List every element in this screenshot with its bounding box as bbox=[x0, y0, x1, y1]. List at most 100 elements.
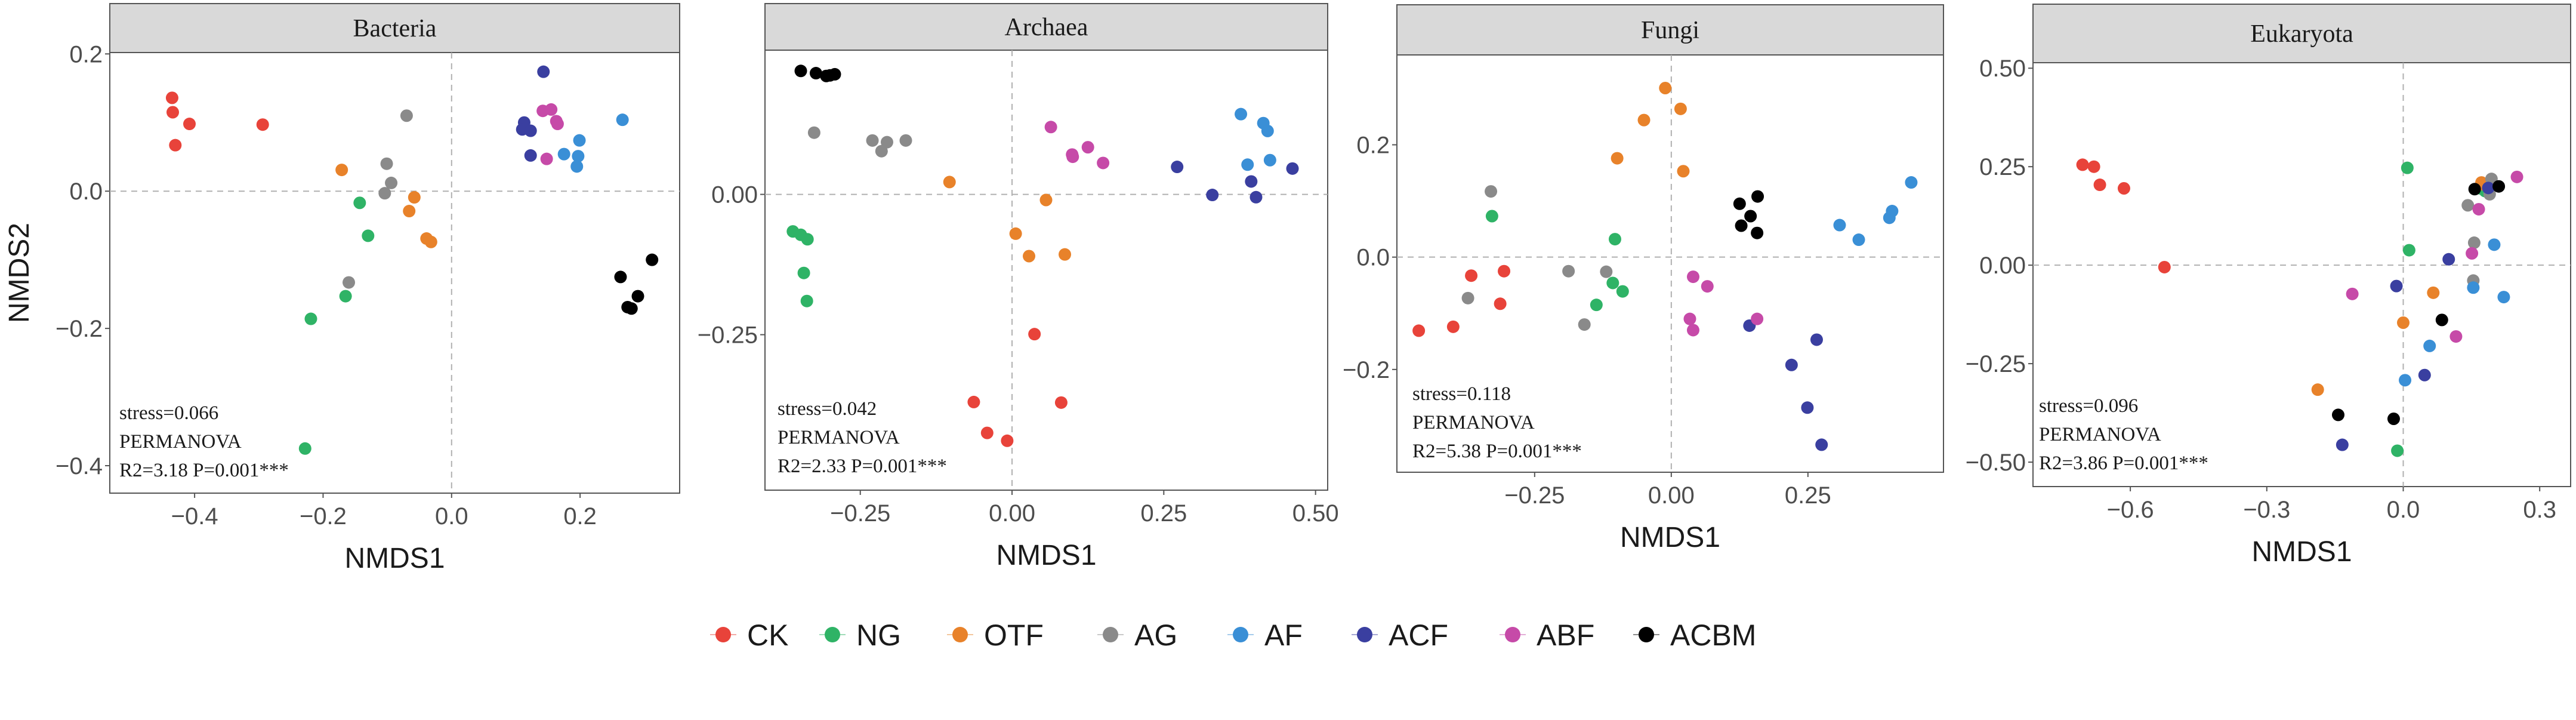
legend-key-dot bbox=[715, 627, 731, 642]
y-tick-label: −0.25 bbox=[1966, 351, 2026, 377]
x-tick-label: −0.2 bbox=[300, 503, 347, 530]
data-point-abf bbox=[1097, 156, 1110, 170]
data-point-abf bbox=[1066, 150, 1079, 164]
data-point-abf bbox=[1081, 141, 1094, 154]
y-tick-label: −0.25 bbox=[698, 322, 758, 349]
series-ck bbox=[2076, 158, 2171, 273]
data-point-otf bbox=[1009, 227, 1022, 240]
data-point-ck bbox=[1465, 269, 1478, 282]
data-point-ng bbox=[339, 290, 352, 303]
legend-label: ABF bbox=[1537, 619, 1594, 652]
data-point-acbm bbox=[646, 253, 659, 266]
data-point-otf bbox=[1637, 113, 1651, 127]
x-tick-label: 0.0 bbox=[435, 503, 468, 530]
series-acbm bbox=[2331, 180, 2506, 426]
data-point-acbm bbox=[1735, 219, 1748, 232]
data-point-otf bbox=[403, 205, 416, 218]
data-point-acbm bbox=[2468, 183, 2481, 196]
facet-strip bbox=[1396, 4, 1944, 56]
series-ck bbox=[967, 328, 1068, 447]
data-point-ag bbox=[1600, 265, 1613, 278]
data-point-ck bbox=[2093, 179, 2106, 192]
data-point-abf bbox=[1683, 312, 1696, 325]
data-point-acf bbox=[1171, 161, 1184, 174]
plot-area bbox=[1396, 54, 1944, 473]
data-point-acf bbox=[1815, 438, 1828, 451]
series-af bbox=[1833, 176, 1918, 247]
series-acbm bbox=[794, 64, 841, 82]
permanova-annotation: stress=0.118 bbox=[1412, 383, 1511, 405]
data-point-abf bbox=[540, 152, 553, 165]
series-abf bbox=[536, 103, 564, 165]
legend-label: ACBM bbox=[1670, 619, 1756, 652]
data-point-abf bbox=[2466, 247, 2479, 260]
data-point-acbm bbox=[614, 270, 627, 284]
series-ag bbox=[1461, 185, 1613, 331]
data-point-acf bbox=[524, 124, 537, 137]
legend-item-otf: OTF bbox=[947, 619, 1044, 652]
data-point-ck bbox=[2158, 260, 2171, 273]
data-point-acf bbox=[1785, 358, 1798, 371]
legend-label: OTF bbox=[984, 619, 1044, 652]
data-point-ck bbox=[980, 426, 994, 439]
data-point-ng bbox=[2391, 444, 2404, 457]
series-acbm bbox=[614, 253, 659, 315]
data-point-ck bbox=[2087, 160, 2100, 173]
data-point-acbm bbox=[631, 290, 644, 303]
data-point-ck bbox=[169, 139, 182, 152]
data-point-af bbox=[1235, 107, 1248, 121]
data-point-otf bbox=[335, 164, 348, 177]
data-point-af bbox=[2488, 238, 2501, 251]
data-point-abf bbox=[545, 103, 558, 116]
series-abf bbox=[2346, 170, 2523, 343]
data-point-ng bbox=[362, 229, 375, 242]
data-point-abf bbox=[2510, 170, 2523, 183]
data-point-ck bbox=[1054, 396, 1068, 409]
data-point-otf bbox=[1677, 165, 1690, 178]
data-point-af bbox=[572, 150, 585, 163]
data-point-otf bbox=[1039, 193, 1053, 207]
permanova-annotation: stress=0.066 bbox=[119, 402, 218, 424]
data-point-ag bbox=[380, 157, 393, 170]
series-ng bbox=[298, 196, 375, 455]
plot-area bbox=[2032, 62, 2571, 487]
data-point-acbm bbox=[2387, 413, 2400, 426]
data-point-af bbox=[1833, 219, 1846, 232]
facet-title: Bacteria bbox=[353, 15, 437, 42]
data-point-abf bbox=[2472, 202, 2485, 216]
data-point-otf bbox=[2427, 286, 2440, 299]
data-point-ag bbox=[866, 134, 879, 147]
data-point-acbm bbox=[823, 69, 837, 82]
legend-key-dot bbox=[1505, 627, 1520, 642]
legend-label: AF bbox=[1264, 619, 1303, 652]
data-point-af bbox=[2399, 374, 2412, 387]
facet-strip bbox=[764, 3, 1328, 51]
data-point-ck bbox=[1001, 434, 1014, 447]
x-tick-label: 0.3 bbox=[2523, 497, 2556, 523]
panel-archaea: Archaea −0.25 0.00 0.25 0.50 −0.25 0.00 NMDS1 st… bbox=[698, 3, 1339, 571]
data-point-ag bbox=[880, 136, 893, 149]
data-point-ck bbox=[2117, 181, 2130, 195]
data-point-abf bbox=[1686, 324, 1699, 337]
data-point-acbm bbox=[1744, 210, 1757, 223]
data-point-af bbox=[2423, 339, 2436, 352]
series-otf bbox=[1611, 82, 1690, 178]
data-point-acf bbox=[2482, 181, 2495, 195]
data-point-ck bbox=[256, 118, 269, 131]
data-point-af bbox=[1263, 153, 1276, 167]
legend-key-dot bbox=[1103, 627, 1118, 642]
legend-label: AG bbox=[1134, 619, 1177, 652]
data-point-abf bbox=[2449, 330, 2463, 343]
x-tick-label: 0.0 bbox=[2387, 497, 2420, 523]
data-point-ck bbox=[1412, 324, 1426, 337]
y-tick-label: −0.4 bbox=[55, 453, 103, 479]
data-point-acbm bbox=[1751, 226, 1764, 239]
legend-key-dot bbox=[825, 627, 840, 642]
data-point-ck bbox=[1028, 328, 1041, 341]
data-point-ng bbox=[1616, 285, 1629, 298]
data-point-ag bbox=[1485, 185, 1498, 198]
legend-key-dot bbox=[1233, 627, 1248, 642]
facet-title: Fungi bbox=[1641, 17, 1699, 44]
x-axis-title: NMDS1 bbox=[2251, 536, 2352, 568]
